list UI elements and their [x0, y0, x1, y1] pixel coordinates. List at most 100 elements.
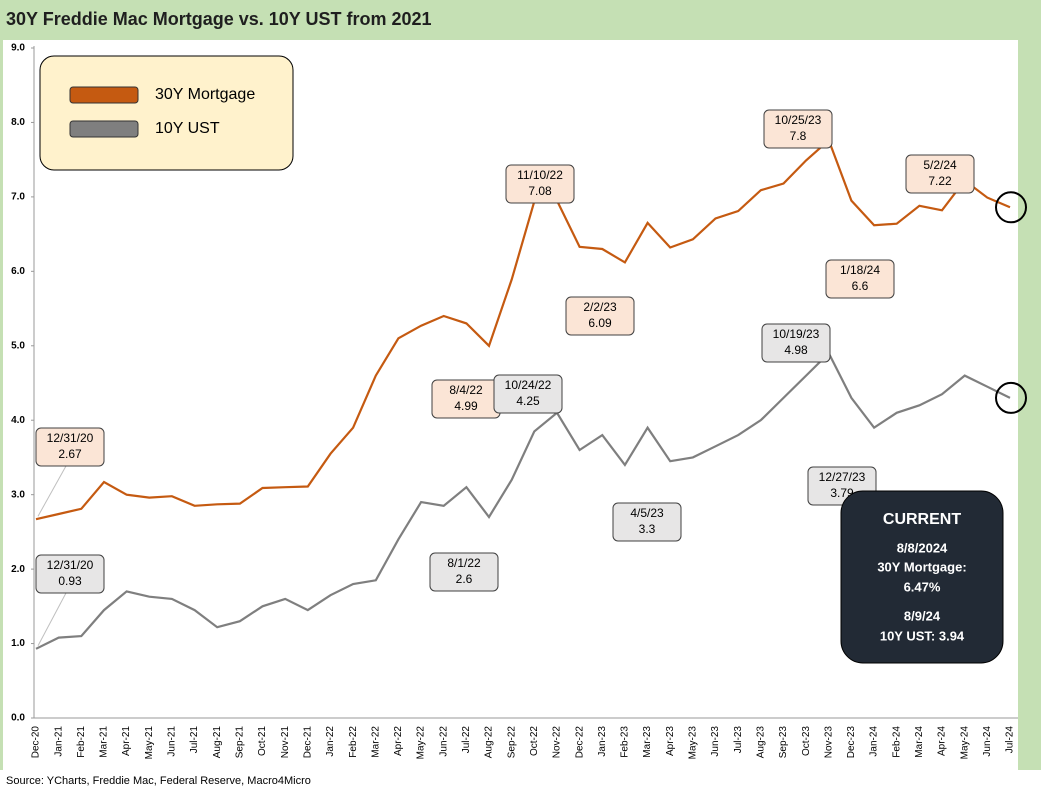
x-tick-label: Jul-22	[461, 726, 472, 754]
x-tick-label: Feb-22	[348, 726, 359, 758]
x-tick-label: May-21	[144, 726, 155, 760]
annotation-date: 10/25/23	[775, 113, 822, 127]
x-tick-label: Aug-21	[212, 726, 223, 759]
series-line	[35, 351, 1011, 650]
end-circle	[995, 191, 1027, 224]
y-tick-label: 9.0	[11, 43, 25, 54]
annotation-value: 0.93	[58, 574, 82, 588]
annotation-date: 12/27/23	[819, 470, 866, 484]
x-tick-label: Oct-22	[529, 726, 540, 756]
annotation-box	[429, 552, 499, 592]
current-line: 8/8/2024	[897, 540, 948, 555]
y-tick-label: 4.0	[11, 415, 25, 426]
x-tick-label: Aug-23	[755, 726, 766, 759]
x-tick-label: Oct-23	[801, 726, 812, 756]
y-tick-label: 6.0	[11, 266, 25, 277]
x-tick-label: Jul-24	[1005, 726, 1016, 754]
annotation-value: 7.22	[928, 174, 952, 188]
x-tick-label: Dec-22	[574, 726, 585, 759]
y-tick-label: 7.0	[11, 192, 25, 203]
x-tick-label: Mar-24	[914, 726, 925, 758]
annotation-value: 4.99	[454, 399, 478, 413]
annotation-box	[905, 154, 975, 194]
end-circle	[995, 381, 1027, 414]
legend-swatch	[69, 86, 139, 104]
source: Source: YCharts, Freddie Mac, Federal Re…	[6, 775, 311, 787]
x-tick-label: Sep-21	[235, 726, 246, 759]
x-tick-label: Sep-23	[778, 726, 789, 759]
annotation-value: 6.09	[588, 316, 612, 330]
x-tick-label: Jun-21	[167, 726, 178, 757]
annotation-value: 2.6	[456, 572, 473, 586]
x-tick-label: Mar-23	[642, 726, 653, 758]
x-tick-label: Apr-21	[121, 726, 132, 756]
x-tick-label: May-24	[959, 726, 970, 760]
x-tick-label: Jul-21	[189, 726, 200, 754]
y-tick-label: 3.0	[11, 489, 25, 500]
current-line: 6.47%	[904, 579, 941, 594]
x-tick-label: May-22	[416, 726, 427, 760]
x-tick-label: Apr-24	[937, 726, 948, 756]
x-tick-label: Feb-21	[76, 726, 87, 758]
annotation-date: 5/2/24	[923, 158, 957, 172]
legend-box	[39, 55, 294, 171]
x-tick-label: Jun-24	[982, 726, 993, 757]
x-tick-label: Jan-24	[869, 726, 880, 757]
x-tick-label: Nov-23	[823, 726, 834, 759]
x-tick-label: Nov-21	[280, 726, 291, 759]
annotation-date: 2/2/23	[583, 300, 617, 314]
annotation-date: 1/18/24	[840, 263, 880, 277]
annotation-box	[761, 323, 831, 363]
leader-line	[37, 592, 67, 647]
legend-label: 10Y UST	[155, 120, 220, 137]
x-tick-label: May-23	[688, 726, 699, 760]
x-tick-label: Jan-23	[597, 726, 608, 757]
annotation-box	[763, 109, 833, 149]
annotation-date: 11/10/22	[517, 168, 563, 182]
current-line: 10Y UST: 3.94	[880, 628, 965, 643]
x-tick-label: Oct-21	[257, 726, 268, 756]
x-tick-label: Nov-22	[552, 726, 563, 759]
annotation-box	[505, 164, 575, 204]
annotation-value: 4.25	[516, 394, 540, 408]
leader-line	[37, 465, 67, 517]
annotation-box	[565, 296, 635, 336]
current-line: 8/9/24	[904, 608, 941, 623]
x-tick-label: Jul-23	[733, 726, 744, 754]
annotation-value: 3.3	[639, 522, 656, 536]
annotation-date: 10/24/22	[505, 378, 552, 392]
x-tick-label: Jun-23	[710, 726, 721, 757]
annotation-date: 12/31/20	[47, 558, 94, 572]
x-tick-label: Feb-23	[620, 726, 631, 758]
x-tick-label: Feb-24	[891, 726, 902, 758]
x-tick-label: Jan-21	[53, 726, 64, 757]
legend-label: 30Y Mortgage	[155, 86, 255, 103]
x-tick-label: Dec-21	[302, 726, 313, 759]
annotation-date: 8/1/22	[447, 556, 481, 570]
current-title: CURRENT	[883, 511, 961, 528]
x-tick-label: Sep-22	[506, 726, 517, 759]
x-tick-label: Mar-22	[370, 726, 381, 758]
y-tick-label: 1.0	[11, 638, 25, 649]
x-tick-label: Apr-23	[665, 726, 676, 756]
x-tick-label: Dec-23	[846, 726, 857, 759]
annotation-value: 7.08	[528, 184, 552, 198]
annotation-box	[35, 554, 105, 594]
x-tick-label: Apr-22	[393, 726, 404, 756]
annotation-box	[35, 427, 105, 467]
x-tick-label: Dec-20	[31, 726, 42, 759]
annotation-date: 12/31/20	[47, 431, 94, 445]
annotation-value: 2.67	[58, 447, 82, 461]
y-tick-label: 8.0	[11, 117, 25, 128]
annotation-date: 10/19/23	[773, 327, 820, 341]
series-line	[35, 138, 1011, 521]
annotation-date: 8/4/22	[449, 383, 483, 397]
x-tick-label: Mar-21	[99, 726, 110, 758]
chart-title: 30Y Freddie Mac Mortgage vs. 10Y UST fro…	[6, 9, 432, 29]
annotation-value: 6.6	[852, 279, 869, 293]
annotation-value: 4.98	[784, 343, 808, 357]
annotation-value: 7.8	[790, 129, 807, 143]
annotation-box	[493, 374, 563, 414]
annotation-box	[612, 502, 682, 542]
